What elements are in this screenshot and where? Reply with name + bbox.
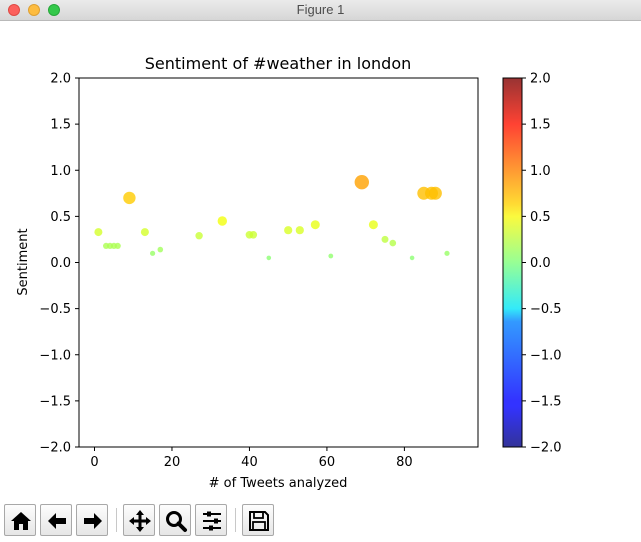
y-axis: 2.0 1.5 1.0 0.5 0.0 −0.5 −1.0 −1.5 −2.0: [39, 72, 79, 456]
data-point: [444, 250, 450, 256]
save-button[interactable]: [242, 504, 274, 536]
data-point: [114, 242, 121, 249]
y-tick-label: 1.5: [50, 118, 71, 133]
y-tick-label: 1.0: [50, 164, 71, 179]
x-axis: 0 20 40 60 80: [90, 447, 413, 470]
zoom-button[interactable]: [159, 504, 191, 536]
figure-canvas: Sentiment of #weather in london 0 20 40 60 8…: [16, 54, 562, 491]
data-point: [195, 232, 203, 240]
x-axis-label: # of Tweets analyzed: [209, 476, 348, 491]
x-tick-label: 20: [164, 455, 181, 470]
close-window-button[interactable]: [8, 4, 20, 16]
chart-title: Sentiment of #weather in london: [145, 54, 412, 73]
y-axis-label: Sentiment: [16, 228, 31, 295]
colorbar-tick-label: 2.0: [530, 72, 551, 87]
colorbar-tick-label: −2.0: [530, 441, 562, 456]
plot-area: [94, 175, 450, 261]
floppy-disk-icon: [249, 511, 269, 531]
data-point: [354, 175, 369, 190]
move-icon: [129, 510, 151, 532]
colorbar-tick-label: −0.5: [530, 302, 562, 317]
x-tick-label: 60: [319, 455, 336, 470]
data-point: [409, 255, 415, 261]
data-point: [328, 253, 334, 259]
magnifier-icon: [166, 511, 187, 532]
data-point: [157, 246, 164, 253]
window-title: Figure 1: [296, 2, 345, 17]
home-button[interactable]: [4, 504, 36, 536]
colorbar-tick-label: 0.5: [530, 210, 551, 225]
sliders-icon: [203, 511, 221, 531]
minimize-window-button[interactable]: [28, 4, 40, 16]
colorbar-tick-label: −1.5: [530, 394, 562, 409]
data-point: [217, 216, 227, 226]
home-icon: [11, 512, 31, 530]
colorbar-tick-label: 1.5: [530, 118, 551, 133]
data-point: [368, 220, 378, 230]
toolbar-separator: [235, 508, 236, 532]
x-tick-label: 80: [396, 455, 413, 470]
x-tick-label: 0: [90, 455, 98, 470]
window-titlebar: Figure 1: [0, 0, 641, 21]
data-point: [266, 255, 272, 261]
toolbar-separator: [116, 508, 117, 532]
data-point: [381, 235, 389, 243]
navigation-toolbar: [0, 502, 641, 542]
y-tick-label: 2.0: [50, 72, 71, 87]
zoom-window-button[interactable]: [48, 4, 60, 16]
x-tick-label: 40: [241, 455, 258, 470]
back-button[interactable]: [40, 504, 72, 536]
arrow-right-icon: [84, 513, 102, 529]
y-tick-label: −0.5: [39, 302, 71, 317]
axes-frame: [78, 77, 479, 448]
arrow-left-icon: [48, 513, 66, 529]
data-point: [123, 191, 136, 205]
y-tick-label: 0.0: [50, 256, 71, 271]
data-point: [310, 220, 320, 230]
data-point: [94, 228, 103, 237]
y-tick-label: −1.0: [39, 348, 71, 363]
data-point: [249, 231, 258, 239]
forward-button[interactable]: [76, 504, 108, 536]
y-tick-label: 0.5: [50, 210, 71, 225]
data-point: [150, 250, 156, 256]
data-point: [295, 226, 304, 235]
data-point: [389, 239, 397, 247]
data-point: [284, 226, 293, 235]
colorbar-tick-label: 0.0: [530, 256, 551, 271]
pan-button[interactable]: [123, 504, 155, 536]
configure-subplots-button[interactable]: [195, 504, 227, 536]
y-tick-label: −1.5: [39, 394, 71, 409]
y-tick-label: −2.0: [39, 441, 71, 456]
colorbar-tick-label: −1.0: [530, 348, 562, 363]
data-point: [428, 186, 442, 200]
colorbar: [503, 78, 522, 447]
colorbar-axis: 2.0 1.5 1.0 0.5 0.0 −0.5 −1.0 −1.5 −2.0: [522, 72, 562, 456]
data-point: [140, 228, 149, 237]
colorbar-tick-label: 1.0: [530, 164, 551, 179]
